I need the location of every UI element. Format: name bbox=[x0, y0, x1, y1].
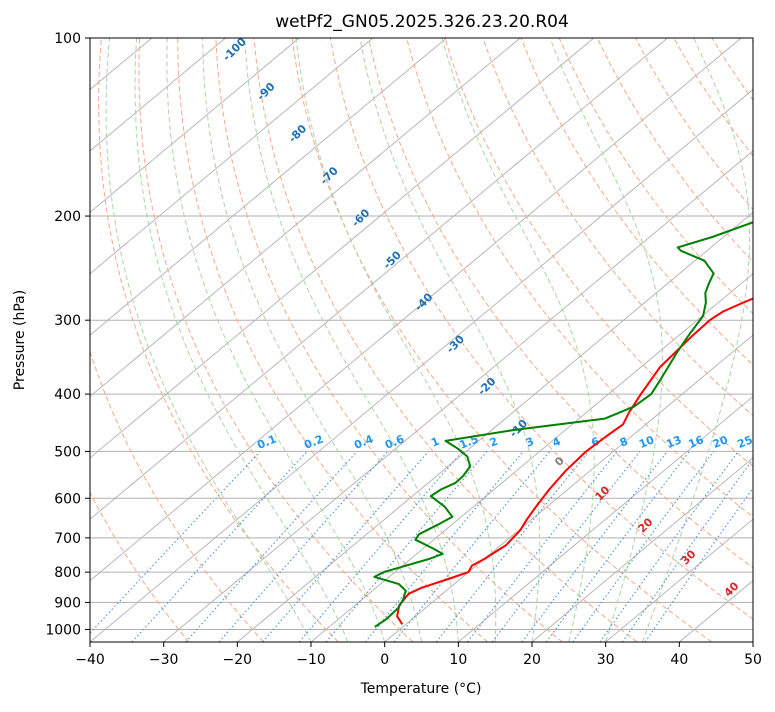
y-tick-label: 500 bbox=[54, 444, 81, 460]
y-tick-label: 1000 bbox=[45, 622, 81, 638]
x-tick-label: −30 bbox=[149, 652, 179, 668]
x-tick-label: 40 bbox=[670, 652, 688, 668]
x-tick-label: 20 bbox=[523, 652, 541, 668]
y-tick-label: 800 bbox=[54, 565, 81, 581]
x-tick-label: 30 bbox=[597, 652, 615, 668]
chart-title: wetPf2_GN05.2025.326.23.20.R04 bbox=[275, 12, 569, 32]
y-tick-label: 700 bbox=[54, 531, 81, 547]
y-tick-label: 400 bbox=[54, 387, 81, 403]
x-tick-label: 0 bbox=[380, 652, 389, 668]
x-axis-label: Temperature (°C) bbox=[360, 681, 482, 697]
x-tick-label: −10 bbox=[296, 652, 326, 668]
x-tick-label: 10 bbox=[449, 652, 467, 668]
y-tick-label: 600 bbox=[54, 491, 81, 507]
y-tick-label: 900 bbox=[54, 595, 81, 611]
y-axis-label: Pressure (hPa) bbox=[12, 290, 28, 390]
x-tick-label: −40 bbox=[75, 652, 105, 668]
x-tick-label: −20 bbox=[223, 652, 253, 668]
y-tick-label: 100 bbox=[54, 31, 81, 47]
y-tick-label: 300 bbox=[54, 313, 81, 329]
x-tick-label: 50 bbox=[744, 652, 762, 668]
y-tick-label: 200 bbox=[54, 209, 81, 225]
